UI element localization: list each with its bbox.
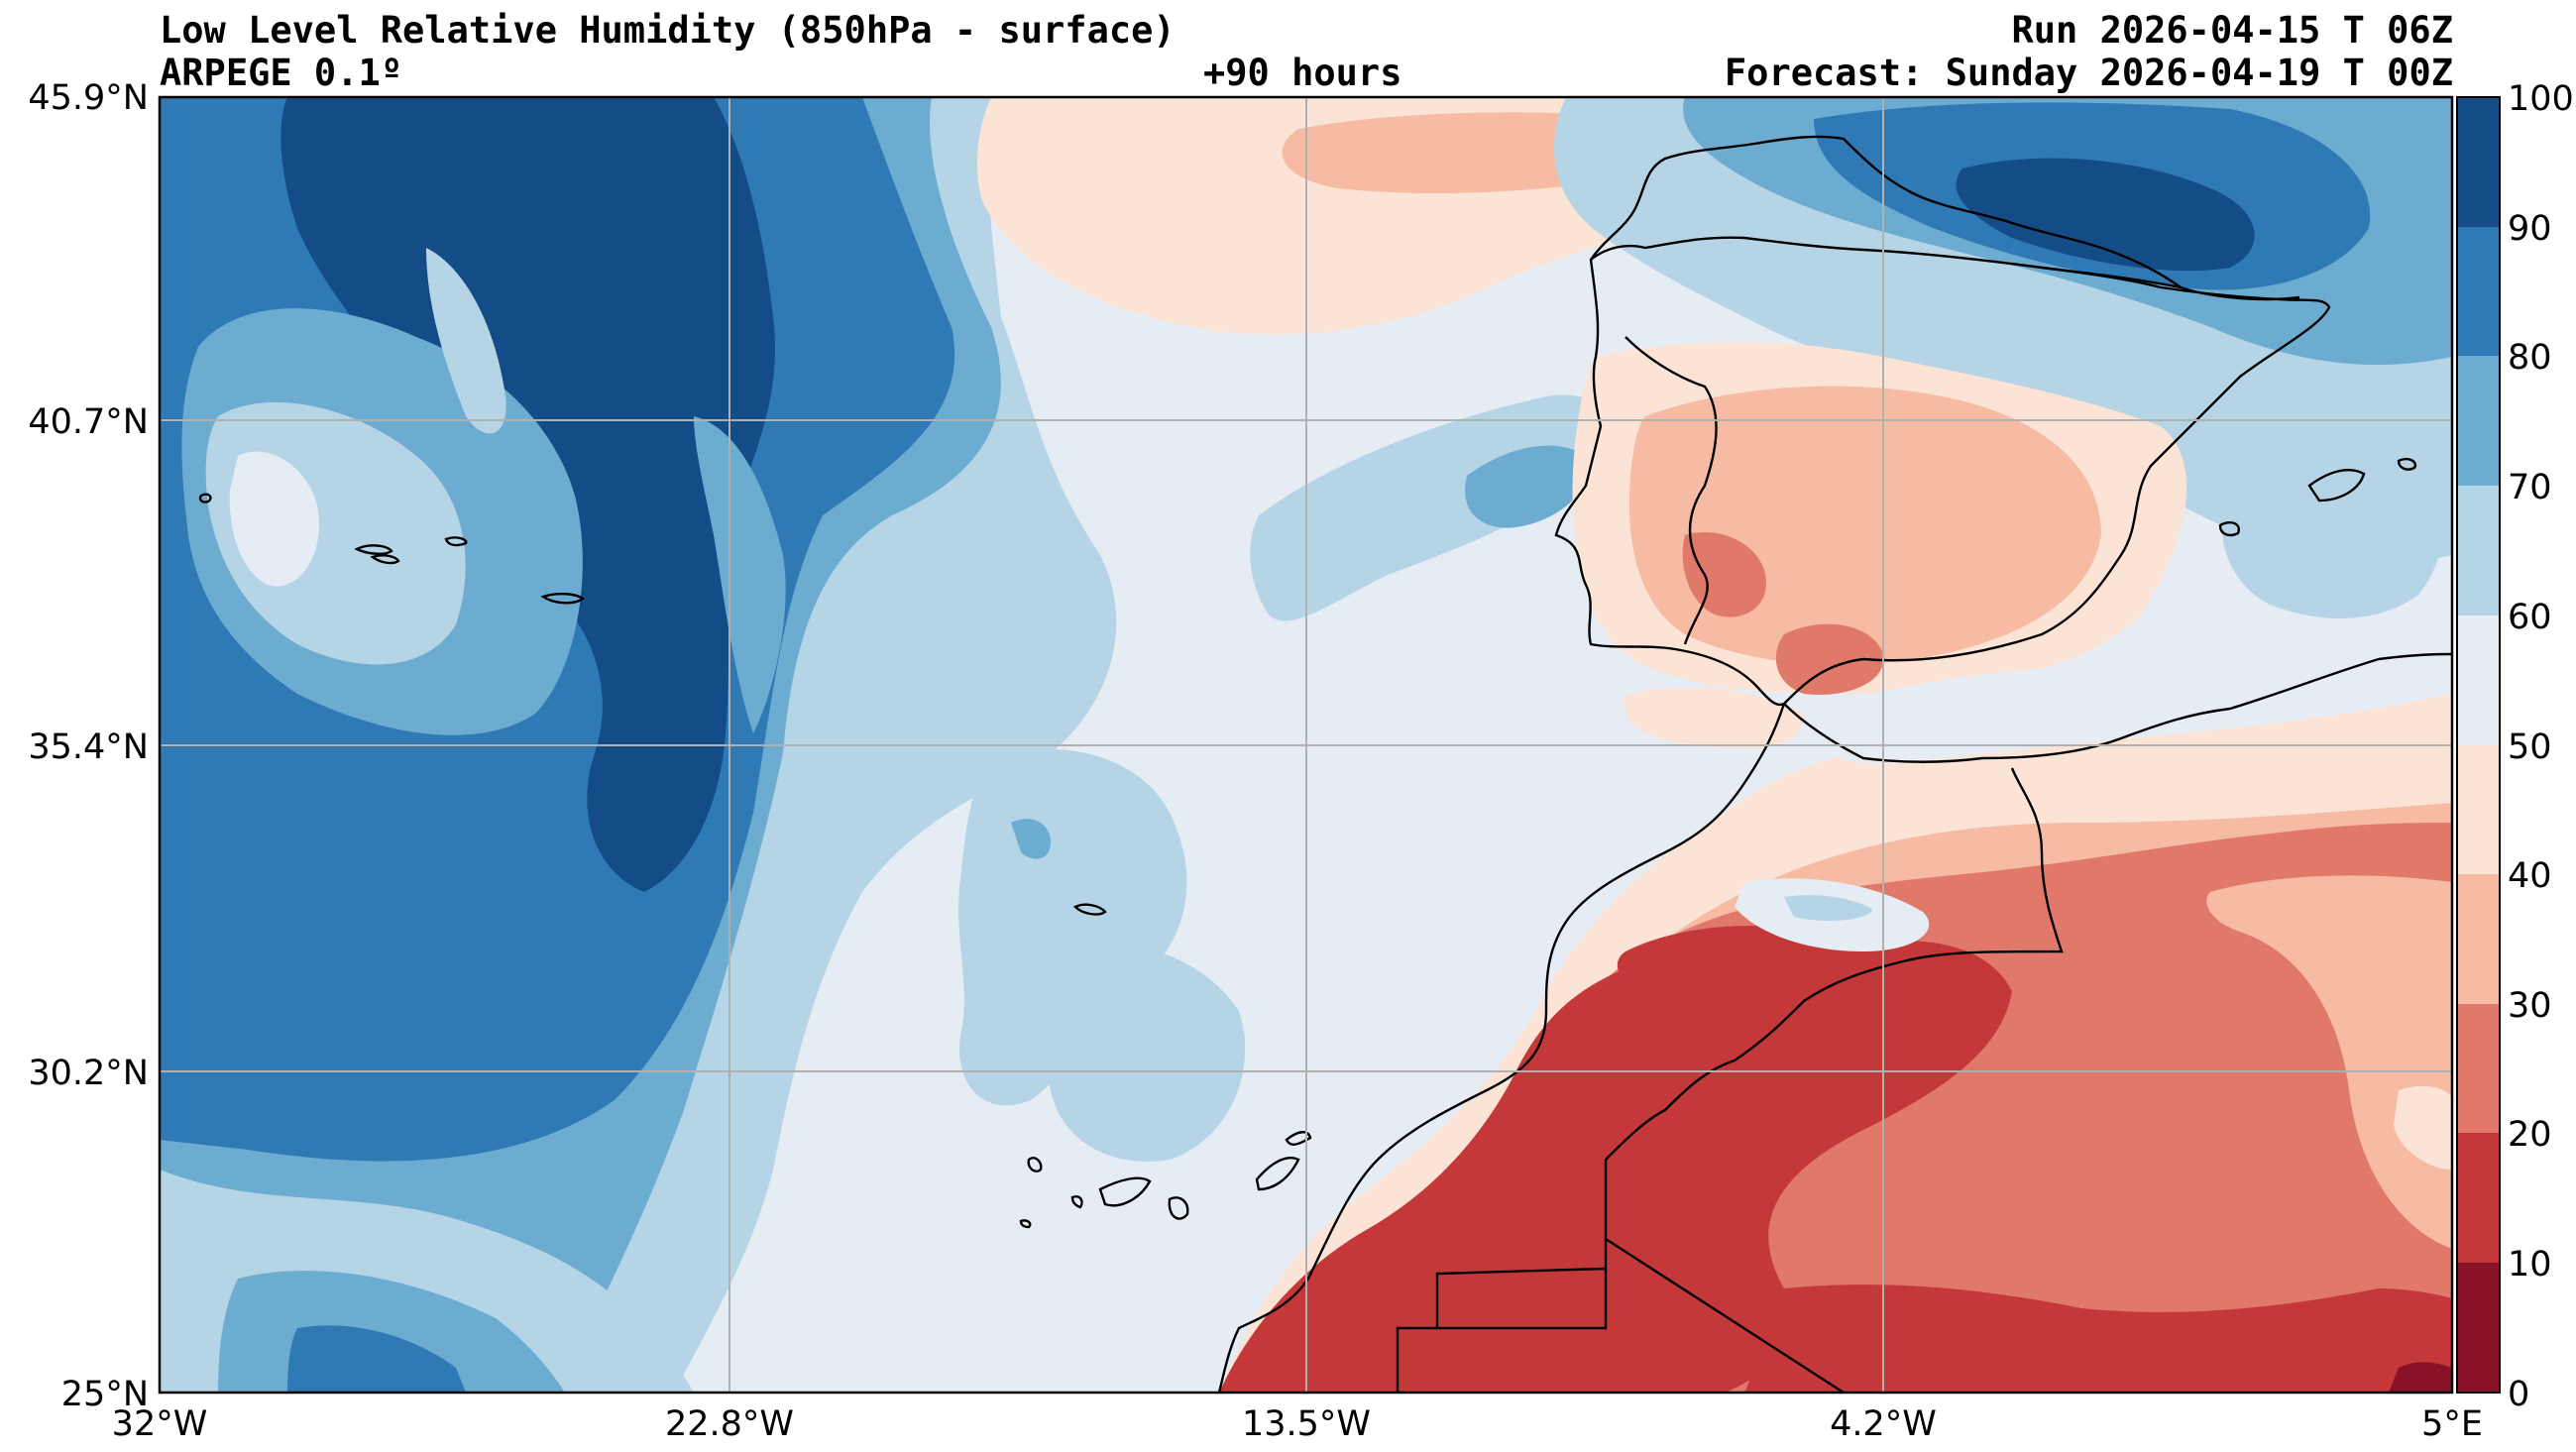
rh-band-50-60-med [1804, 624, 2452, 764]
colorbar: 0 10 20 30 40 50 60 70 80 90 100 [2456, 79, 2574, 1414]
rh-patch-central-3 [1011, 819, 1051, 859]
canary-island-7 [1019, 1219, 1032, 1229]
colorbar-tick: 90 [2508, 209, 2552, 249]
canary-island-4 [1255, 1157, 1300, 1191]
colorbar-tick: 30 [2508, 986, 2552, 1026]
colorbar-tick: 100 [2508, 79, 2574, 119]
africa-coastline [1217, 703, 1786, 1393]
colorbar-segment [2457, 1004, 2500, 1133]
azores-island-4 [444, 536, 468, 547]
colorbar-tick: 50 [2508, 727, 2552, 767]
canary-island-3 [1168, 1196, 1189, 1220]
rh-filament-2 [694, 416, 786, 733]
rh-band-10-20-morocco [1617, 926, 1842, 996]
lat-label: 35.4°N [28, 727, 149, 767]
colorbar-tick: 20 [2508, 1115, 2552, 1155]
azores-island-3 [370, 554, 400, 565]
balearic-ibiza [2218, 521, 2240, 537]
azores-island-1 [198, 493, 212, 503]
colorbar-segment [2457, 1133, 2500, 1263]
colorbar-segment [2457, 356, 2500, 486]
rh-patch-central-2 [1044, 944, 1246, 1162]
lon-label: 32°W [112, 1404, 208, 1444]
latitude-axis: 45.9°N 40.7°N 35.4°N 30.2°N 25°N [28, 78, 149, 1414]
rh-patch-central [958, 749, 1187, 1106]
north-africa-med-coast [1783, 652, 2452, 763]
lat-label: 40.7°N [28, 402, 149, 442]
western-sahara-border [1396, 1160, 1608, 1393]
colorbar-segment [2457, 227, 2500, 356]
balearic-menorca [2397, 457, 2417, 471]
rh-band-30-40-east [2206, 875, 2452, 1249]
canary-island-2 [1098, 1176, 1152, 1207]
rh-band-30-40-iberia [1628, 386, 2101, 665]
iberia-coastline [1554, 236, 2331, 707]
rh-band-40-50-east [2394, 1085, 2452, 1170]
run-time: Run 2026-04-15 T 06Z [2011, 9, 2453, 52]
lead-time: +90 hours [1203, 52, 1402, 94]
colorbar-tick: 80 [2508, 338, 2552, 378]
rh-band-90-100-france [1956, 158, 2255, 272]
rh-swirl-inner [229, 451, 319, 587]
france-coastline [1590, 135, 2182, 288]
colorbar-tick: 60 [2508, 598, 2552, 637]
rh-band-10-20-africa [1219, 941, 2012, 1393]
colorbar-tick: 40 [2508, 856, 2552, 896]
rh-band-60-70-atlas [1784, 895, 1873, 922]
colorbar-segment [2457, 97, 2500, 227]
colorbar-segment [2457, 615, 2500, 745]
colorbar-segment [2457, 486, 2500, 615]
gridlines [160, 97, 2452, 1393]
colorbar-frame [2456, 96, 2501, 1394]
rh-sw-80-90 [287, 1325, 466, 1393]
canary-island-6 [1070, 1195, 1083, 1209]
balearic-mallorca [2307, 469, 2366, 503]
map-frame [158, 95, 2454, 1395]
colorbar-segment [2457, 874, 2500, 1004]
morocco-algeria-border [1605, 767, 2064, 1161]
madeira-island [1072, 903, 1107, 916]
colorbar-tick: 70 [2508, 468, 2552, 507]
lat-label: 45.9°N [28, 78, 149, 118]
rh-filament [426, 248, 506, 434]
rh-patch-balearic [2222, 465, 2444, 618]
rh-band-40-50-med [1624, 688, 1804, 749]
mauritania-border [1605, 1237, 1845, 1393]
lat-label: 25°N [61, 1375, 149, 1414]
chart-title: Low Level Relative Humidity (850hPa - su… [160, 9, 1176, 52]
pyrenees-border [2041, 266, 2300, 301]
islands [198, 457, 2417, 1229]
colorbar-segment [2457, 1263, 2500, 1393]
colorbar-segment [2457, 745, 2500, 874]
canary-island-5 [1285, 1131, 1312, 1146]
mauritania-border-2 [1435, 1267, 1607, 1328]
azores-island-2 [354, 544, 393, 555]
rh-band-0-10-south [2389, 1362, 2452, 1393]
lon-label: 4.2°W [1830, 1404, 1937, 1444]
colorbar-tick: 0 [2508, 1375, 2529, 1414]
lon-label: 13.5°W [1242, 1404, 1371, 1444]
colorbar-tick: 10 [2508, 1245, 2552, 1284]
azores-island-5 [540, 593, 586, 605]
longitude-axis: 32°W 22.8°W 13.5°W 4.2°W 5°E [112, 1404, 2483, 1444]
rh-patch-west-iberia-2 [1465, 445, 1588, 528]
model-name: ARPEGE 0.1º [160, 52, 403, 94]
rh-band-20-30-iberia [1682, 531, 1766, 617]
rh-band-20-30-iberia-2 [1775, 623, 1884, 695]
lon-label: 5°E [2421, 1404, 2483, 1444]
portugal-border [1624, 336, 1718, 645]
forecast-time: Forecast: Sunday 2026-04-19 T 00Z [1724, 52, 2453, 94]
coastlines [1217, 135, 2452, 1393]
lon-label: 22.8°W [665, 1404, 794, 1444]
rh-band-10-20-south [1744, 1284, 2452, 1393]
canary-island-1 [1027, 1157, 1043, 1173]
lat-label: 30.2°N [28, 1054, 149, 1093]
